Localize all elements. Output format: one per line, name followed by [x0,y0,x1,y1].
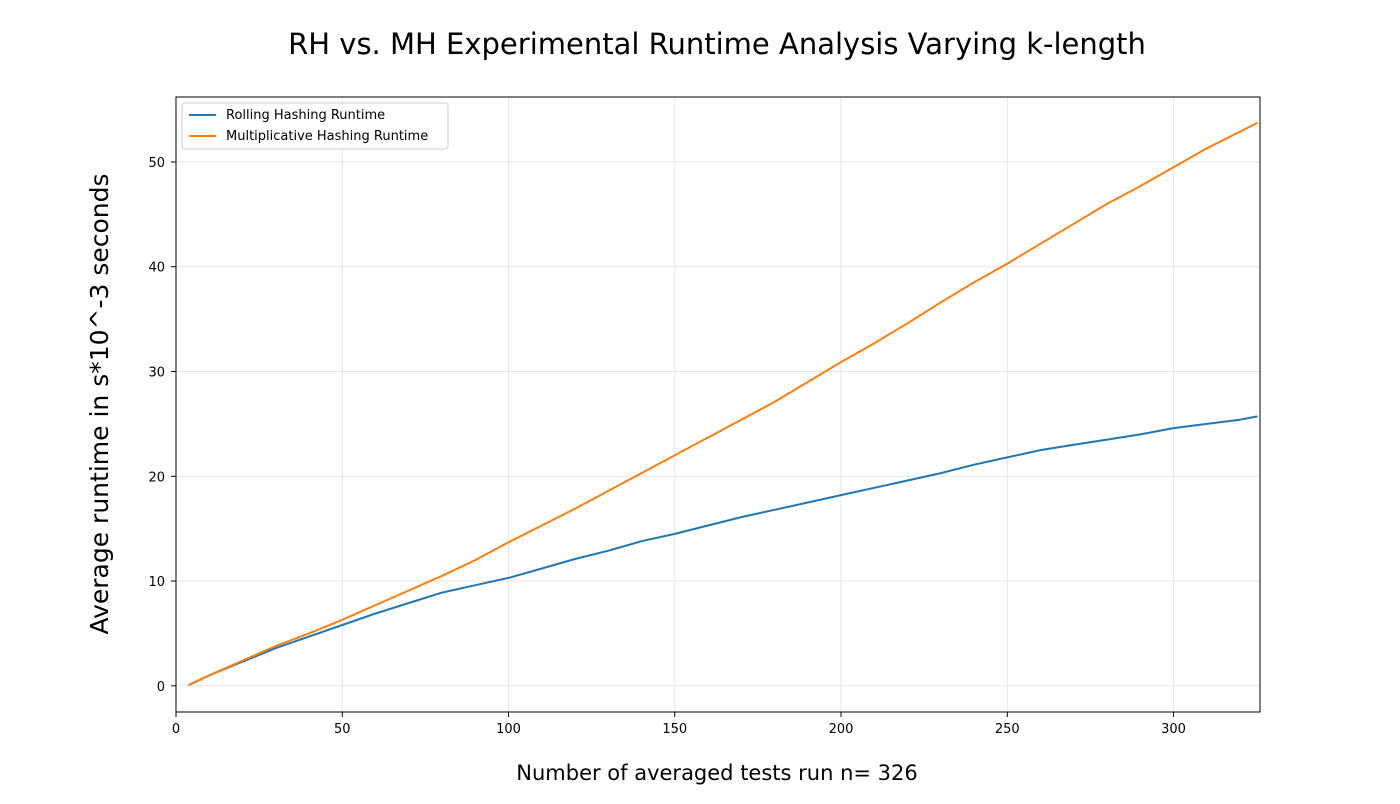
x-tick-label: 100 [496,722,521,737]
x-tick-label: 250 [995,722,1020,737]
x-axis: 0 50 100 150 200 250 300 [172,712,1186,737]
x-tick-label: 0 [172,722,180,737]
y-tick-label: 30 [148,365,165,380]
series-group [188,122,1258,686]
series-line-rolling-hashing-runtime [188,415,1258,686]
x-tick-label: 150 [662,722,687,737]
grid [175,97,1260,712]
legend-label-rolling-hashing: Rolling Hashing Runtime [226,108,385,123]
legend-label-multiplicative-hashing: Multiplicative Hashing Runtime [226,129,428,144]
y-tick-label: 50 [148,156,165,171]
y-tick-label: 40 [148,261,165,276]
series-line-multiplicative-hashing-runtime [188,122,1258,686]
x-tick-label: 200 [829,722,854,737]
plot-area-frame [175,96,1261,713]
chart-title: RH vs. MH Experimental Runtime Analysis … [288,27,1146,61]
y-tick-label: 0 [157,680,165,695]
x-tick-label: 300 [1161,722,1186,737]
y-axis-label: Average runtime in s*10^-3 seconds [85,173,114,634]
x-axis-label: Number of averaged tests run n= 326 [516,761,917,785]
y-axis: 0 10 20 30 40 50 [148,156,176,695]
x-tick-label: 50 [334,722,351,737]
legend: Rolling Hashing Runtime Multiplicative H… [181,102,449,150]
legend-box [181,102,449,150]
y-tick-label: 20 [148,470,165,485]
y-tick-label: 10 [148,575,165,590]
